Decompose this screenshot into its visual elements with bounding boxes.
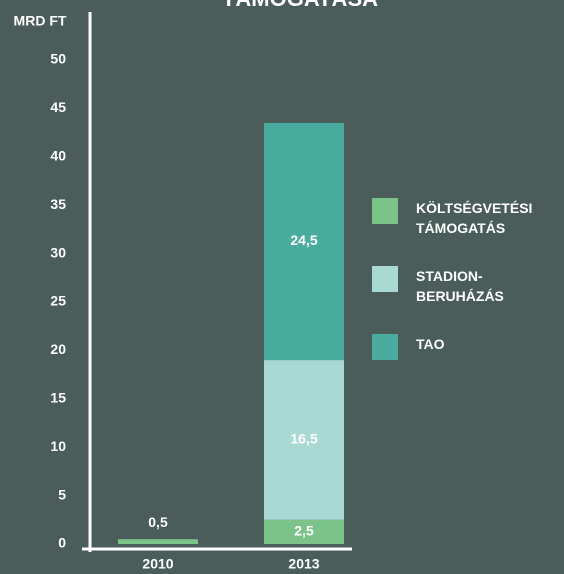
legend-label: TAO <box>416 336 445 352</box>
y-tick-label: 5 <box>58 486 66 502</box>
data-label: 2,5 <box>294 523 314 539</box>
y-tick-label: 30 <box>50 244 66 260</box>
legend-item: KÖLTSÉGVETÉSI TÁMOGATÁS <box>372 198 564 238</box>
y-tick-label: 0 <box>58 535 66 551</box>
y-tick-label: 50 <box>50 51 66 67</box>
x-tick-label: 2010 <box>142 556 173 572</box>
y-tick-label: 45 <box>50 99 66 115</box>
bar-segment <box>264 360 344 520</box>
y-tick-label: 40 <box>50 148 66 164</box>
y-axis-label: MRD FT <box>14 13 67 29</box>
x-tick-label: 2013 <box>288 556 319 572</box>
legend-swatch <box>372 198 398 224</box>
data-label: 0,5 <box>148 514 168 530</box>
bar-segment <box>264 122 344 361</box>
legend-swatch <box>372 334 398 360</box>
legend-swatch <box>372 266 398 292</box>
legend-label: STADION-BERUHÁZÁS <box>416 268 504 304</box>
y-tick-label: 15 <box>50 390 66 406</box>
legend-item: TAO <box>372 334 564 360</box>
y-tick-label: 35 <box>50 196 66 212</box>
bar-segment <box>264 519 344 544</box>
legend-item: STADION-BERUHÁZÁS <box>372 266 564 306</box>
y-tick-label: 25 <box>50 293 66 309</box>
data-label: 24,5 <box>290 232 317 248</box>
y-tick-label: 10 <box>50 438 66 454</box>
bar-segment <box>118 539 198 544</box>
legend-label: KÖLTSÉGVETÉSI TÁMOGATÁS <box>416 200 533 236</box>
chart-title: TÁMOGATÁSA <box>222 0 378 11</box>
y-tick-label: 20 <box>50 341 66 357</box>
data-label: 16,5 <box>290 431 317 447</box>
